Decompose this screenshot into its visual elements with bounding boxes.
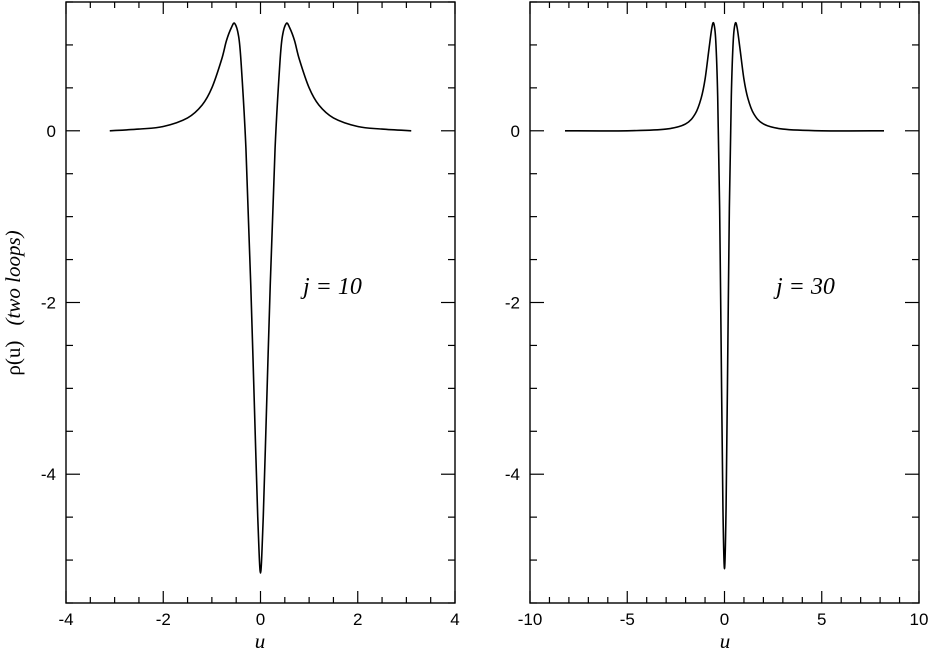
x-tick-label-right: 10 [910, 610, 929, 629]
series-line-left [109, 22, 412, 574]
x-tick-label-left: 0 [256, 610, 265, 629]
y-tick-label-right: -4 [505, 465, 520, 484]
ticks-right [529, 1, 920, 604]
x-tick-label-left: 4 [450, 610, 459, 629]
x-tick-label-right: 5 [817, 610, 826, 629]
ticks-left [65, 1, 456, 604]
annotation-right: j = 30 [773, 274, 835, 300]
plot-frame-left [65, 1, 456, 604]
tick-labels-right: -10 -5 0 5 10 -4 -2 0 [505, 122, 929, 629]
svg-text:ρ(u) (two loops): ρ(u) (two loops) [1, 230, 25, 375]
chart-panel-right: -10 -5 0 5 10 -4 -2 0 j = 30 u [505, 1, 929, 653]
y-tick-label-left: 0 [47, 122, 56, 141]
y-axis-title-main: ρ(u) [1, 341, 25, 376]
x-tick-label-right: 0 [720, 610, 729, 629]
x-tick-label-right: -10 [518, 610, 543, 629]
series-line-right [565, 21, 884, 570]
y-tick-label-left: -4 [41, 465, 56, 484]
y-tick-label-right: 0 [511, 122, 520, 141]
x-tick-label-left: -4 [58, 610, 73, 629]
x-tick-label-left: 2 [353, 610, 362, 629]
tick-labels-left: -4 -2 0 2 4 -4 -2 0 [41, 122, 460, 629]
x-tick-label-right: -5 [620, 610, 635, 629]
plot-frame-right [529, 1, 920, 604]
x-tick-label-left: -2 [156, 610, 171, 629]
x-axis-title-left: u [255, 629, 266, 653]
chart-panel-left: -4 -2 0 2 4 -4 -2 0 j = 10 u [41, 1, 460, 653]
x-axis-title-right: u [720, 629, 731, 653]
annotation-left: j = 10 [300, 274, 362, 300]
y-tick-label-left: -2 [41, 294, 56, 313]
y-axis-title-italic: (two loops) [1, 230, 25, 325]
y-axis-title: ρ(u) (two loops) [1, 230, 25, 375]
y-tick-label-right: -2 [505, 294, 520, 313]
